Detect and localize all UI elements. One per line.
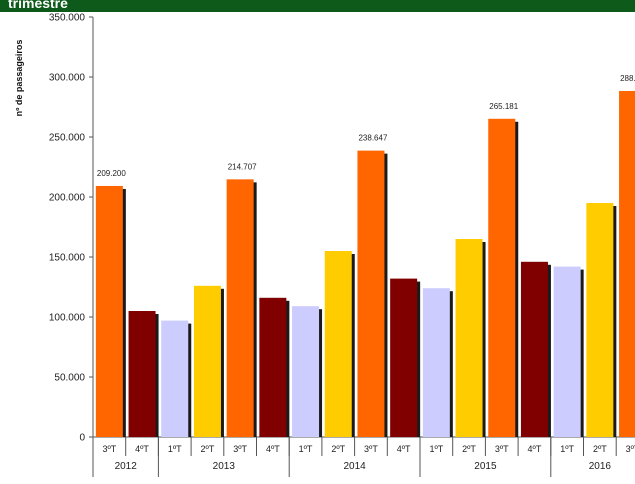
bar — [488, 118, 516, 437]
bar — [586, 203, 614, 437]
quarter-label: 3ºT — [233, 444, 247, 454]
data-label: 265.181 — [489, 102, 518, 111]
y-tick-label: 300.000 — [49, 73, 86, 84]
quarter-label: 3ºT — [364, 444, 378, 454]
quarter-label: 3ºT — [495, 444, 509, 454]
quarter-label: 4ºT — [266, 444, 280, 454]
bar — [128, 311, 156, 437]
y-tick-label: 250.000 — [49, 133, 86, 144]
quarter-label: 4ºT — [397, 444, 411, 454]
bar — [422, 288, 450, 437]
bar — [455, 239, 483, 437]
bar — [553, 266, 581, 437]
bar — [390, 278, 418, 437]
data-label: 238.647 — [358, 134, 387, 143]
bar — [357, 150, 385, 437]
quarter-label: 2ºT — [331, 444, 345, 454]
bar — [619, 90, 635, 437]
quarter-label: 1ºT — [560, 444, 574, 454]
quarter-label: 2ºT — [593, 444, 607, 454]
bar — [259, 297, 287, 437]
header-title: trimestre — [8, 0, 68, 11]
year-label: 2015 — [474, 461, 497, 472]
bar — [324, 251, 352, 437]
quarter-label: 4ºT — [135, 444, 149, 454]
quarter-label: 1ºT — [168, 444, 182, 454]
year-label: 2012 — [115, 461, 138, 472]
data-label: 288.362 — [620, 74, 635, 83]
bar — [95, 185, 123, 437]
year-label: 2014 — [343, 461, 366, 472]
bar — [520, 261, 548, 437]
bar — [161, 320, 189, 437]
data-label: 214.707 — [228, 162, 257, 171]
quarter-label: 1ºT — [429, 444, 443, 454]
quarter-label: 3ºT — [102, 444, 116, 454]
y-tick-label: 100.000 — [49, 313, 86, 324]
header-bar: trimestre — [0, 0, 635, 12]
y-tick-label: 0 — [79, 433, 85, 444]
bar — [226, 179, 254, 437]
year-label: 2013 — [213, 461, 236, 472]
bar — [292, 306, 320, 437]
y-tick-label: 50.000 — [54, 373, 85, 384]
quarter-label: 3ºT — [626, 444, 635, 454]
y-tick-label: 350.000 — [49, 13, 86, 24]
year-label: 2016 — [589, 461, 612, 472]
y-axis-title: nº de passageiros — [14, 40, 24, 117]
quarter-label: 1ºT — [299, 444, 313, 454]
data-label: 209.200 — [97, 169, 126, 178]
bar — [193, 285, 221, 437]
quarter-label: 2ºT — [201, 444, 215, 454]
y-tick-label: 200.000 — [49, 193, 86, 204]
quarter-label: 4ºT — [528, 444, 542, 454]
y-tick-label: 150.000 — [49, 253, 86, 264]
quarter-label: 2ºT — [462, 444, 476, 454]
